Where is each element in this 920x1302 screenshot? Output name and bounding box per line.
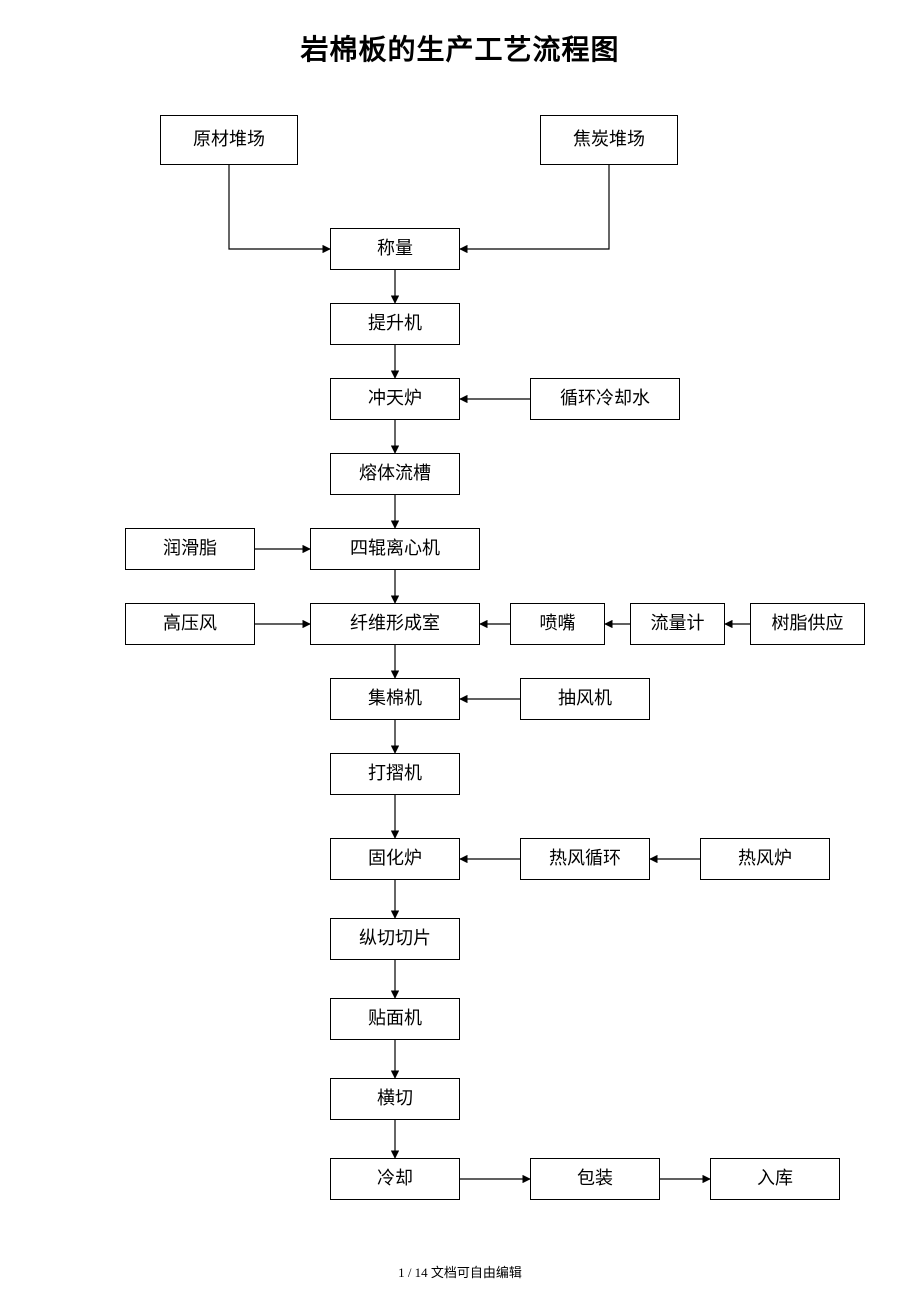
node-collector: 集棉机 bbox=[330, 678, 460, 720]
node-melt_trough: 熔体流槽 bbox=[330, 453, 460, 495]
node-hp_air: 高压风 bbox=[125, 603, 255, 645]
node-flowmeter: 流量计 bbox=[630, 603, 725, 645]
node-resin: 树脂供应 bbox=[750, 603, 865, 645]
node-cool: 冷却 bbox=[330, 1158, 460, 1200]
node-laminator: 贴面机 bbox=[330, 998, 460, 1040]
node-elevator: 提升机 bbox=[330, 303, 460, 345]
page-title: 岩棉板的生产工艺流程图 bbox=[0, 0, 920, 68]
node-store: 入库 bbox=[710, 1158, 840, 1200]
node-cooling_water: 循环冷却水 bbox=[530, 378, 680, 420]
node-cupola: 冲天炉 bbox=[330, 378, 460, 420]
node-coke_yard: 焦炭堆场 bbox=[540, 115, 678, 165]
node-weigh: 称量 bbox=[330, 228, 460, 270]
node-hot_stove: 热风炉 bbox=[700, 838, 830, 880]
node-crosscut: 横切 bbox=[330, 1078, 460, 1120]
page: 岩棉板的生产工艺流程图 原材堆场 焦炭堆场称量提升机冲天炉 循环冷却水熔体流槽润滑脂… bbox=[0, 0, 920, 1302]
node-hot_circ: 热风循环 bbox=[520, 838, 650, 880]
node-pleater: 打摺机 bbox=[330, 753, 460, 795]
edge-coke_yard-to-weigh bbox=[460, 165, 609, 249]
node-grease: 润滑脂 bbox=[125, 528, 255, 570]
page-footer: 1 / 14 文档可自由编辑 bbox=[0, 1262, 920, 1281]
edges-layer bbox=[0, 0, 920, 1302]
node-fiber_room: 纤维形成室 bbox=[310, 603, 480, 645]
node-slit: 纵切切片 bbox=[330, 918, 460, 960]
node-raw_yard: 原材堆场 bbox=[160, 115, 298, 165]
node-nozzle: 喷嘴 bbox=[510, 603, 605, 645]
node-cure_oven: 固化炉 bbox=[330, 838, 460, 880]
edge-raw_yard-to-weigh bbox=[229, 165, 330, 249]
node-four_roll: 四辊离心机 bbox=[310, 528, 480, 570]
node-pack: 包装 bbox=[530, 1158, 660, 1200]
node-fan: 抽风机 bbox=[520, 678, 650, 720]
